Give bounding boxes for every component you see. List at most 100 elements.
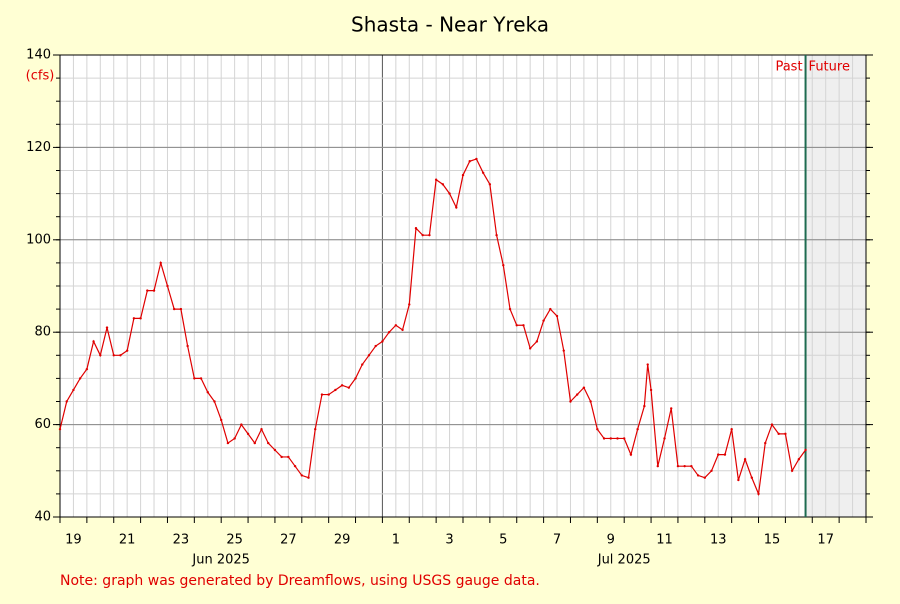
flow-point — [132, 317, 136, 320]
flow-point — [287, 455, 290, 459]
flow-point — [696, 474, 700, 477]
x-tick-label: 3 — [445, 533, 453, 548]
x-tick-label: 29 — [334, 533, 351, 548]
flow-point — [334, 388, 337, 392]
flow-point — [394, 324, 398, 327]
flow-point — [78, 377, 82, 380]
flow-point — [172, 307, 176, 311]
flow-point — [777, 432, 780, 436]
flow-point — [750, 476, 754, 479]
flow-point — [770, 423, 774, 426]
flow-point — [528, 347, 532, 350]
flow-point — [455, 206, 458, 209]
flow-point — [421, 233, 424, 237]
flow-point — [246, 432, 250, 436]
flow-point — [730, 428, 733, 431]
flow-point — [199, 377, 203, 380]
flow-point — [226, 441, 230, 445]
y-tick-label: 40 — [34, 510, 51, 525]
flow-point — [307, 476, 310, 479]
flow-point — [616, 437, 619, 440]
flow-point — [670, 407, 673, 410]
flow-point — [159, 261, 162, 265]
x-tick-label: 1 — [392, 533, 400, 548]
flow-point — [582, 386, 586, 389]
flow-point — [58, 428, 62, 431]
flow-point — [623, 437, 626, 440]
flow-point — [656, 464, 659, 468]
flow-point — [475, 157, 478, 161]
flow-point — [85, 367, 89, 371]
flow-point — [381, 340, 384, 343]
flow-point — [179, 307, 183, 311]
flow-point — [710, 469, 713, 472]
y-tick-label: 140 — [26, 48, 51, 63]
flow-point — [757, 492, 760, 496]
flow-point — [589, 400, 592, 403]
month-label: Jun 2025 — [191, 553, 250, 568]
flow-point — [354, 377, 357, 380]
flow-point — [401, 328, 404, 332]
x-tick-label: 11 — [656, 533, 673, 548]
flow-point — [65, 400, 68, 403]
flow-point — [535, 340, 539, 343]
flow-point — [206, 391, 209, 394]
flow-point — [461, 173, 465, 177]
flow-point — [804, 448, 807, 452]
y-tick-label: 120 — [26, 140, 51, 155]
flow-point — [596, 428, 599, 431]
flow-point — [112, 354, 115, 357]
flow-point — [428, 233, 431, 237]
flow-point — [676, 464, 680, 468]
flow-point — [361, 363, 364, 366]
flow-point — [267, 441, 270, 445]
flow-point — [220, 418, 223, 422]
flow-point — [488, 183, 492, 186]
flow-point — [703, 476, 706, 479]
flow-point — [737, 478, 740, 482]
flow-point — [387, 331, 391, 334]
flow-point — [374, 344, 377, 348]
flow-point — [193, 377, 196, 380]
plot-frame — [59, 54, 867, 518]
x-tick-label: 23 — [173, 533, 190, 548]
flow-point — [139, 317, 142, 320]
flow-point — [790, 469, 794, 472]
future-label: Future — [809, 60, 850, 75]
flow-point — [764, 441, 767, 445]
x-tick-label: 7 — [553, 533, 561, 548]
flow-point — [743, 458, 747, 461]
flow-point — [105, 326, 109, 329]
flow-point — [549, 307, 552, 311]
flow-point — [166, 284, 169, 288]
past-label: Past — [775, 60, 802, 75]
flow-point — [562, 349, 565, 352]
flow-point — [602, 437, 606, 440]
flow-point — [240, 423, 243, 426]
flow-point — [260, 428, 263, 431]
flow-point — [646, 363, 649, 366]
flow-point — [125, 349, 129, 352]
x-tick-label: 13 — [710, 533, 727, 548]
flow-point — [119, 354, 122, 357]
flow-point — [233, 437, 236, 440]
y-unit: (cfs) — [26, 69, 55, 84]
x-tick-label: 19 — [65, 533, 82, 548]
flow-point — [408, 303, 411, 306]
y-tick-label: 60 — [34, 417, 51, 432]
flow-point — [213, 400, 216, 403]
flow-point — [327, 393, 330, 396]
flow-point — [253, 441, 256, 445]
flow-point — [152, 289, 156, 292]
flow-point — [784, 432, 787, 436]
x-tick-label: 25 — [226, 533, 243, 548]
flow-point — [723, 453, 727, 456]
note: Note: graph was generated by Dreamflows,… — [60, 573, 540, 589]
flow-point — [717, 453, 720, 456]
flow-point — [340, 384, 344, 387]
flow-point — [629, 453, 633, 456]
month-label: Jul 2025 — [597, 553, 651, 568]
flow-point — [643, 404, 646, 408]
